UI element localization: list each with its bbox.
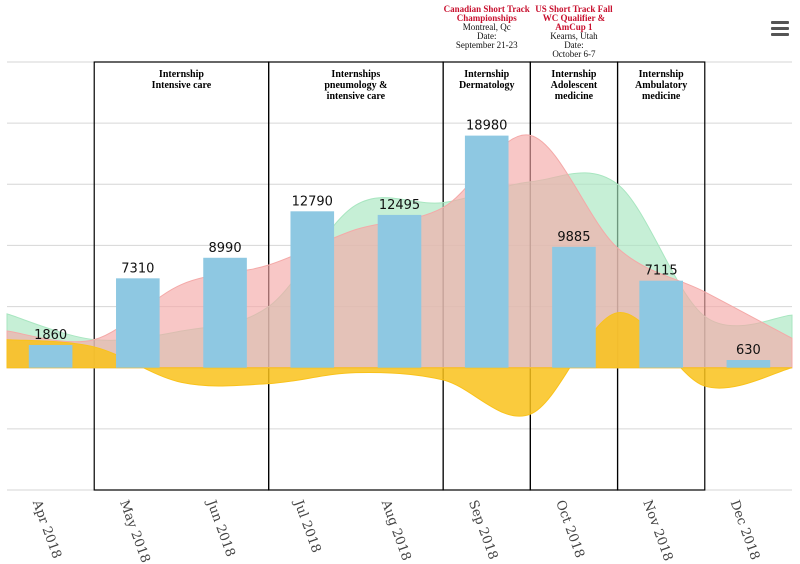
bar-apr-2018 bbox=[28, 344, 73, 368]
bar-may-2018 bbox=[116, 278, 160, 368]
band-label-line: intensive care bbox=[327, 91, 386, 102]
band-label-line: Ambulatory bbox=[635, 80, 687, 91]
annotation-sub-line: Date: bbox=[477, 31, 497, 41]
annotation-title-line: AmCup 1 bbox=[555, 22, 593, 32]
band-label-line: medicine bbox=[555, 91, 594, 102]
x-tick-label: Aug 2018 bbox=[377, 497, 413, 563]
bar-label: 8990 bbox=[209, 241, 242, 256]
bar-oct-2018 bbox=[552, 246, 596, 368]
bar-label: 9885 bbox=[557, 230, 590, 245]
x-tick-label: May 2018 bbox=[116, 498, 153, 564]
annotation-sub-1: Kearns, Utah Date: October 6-7 bbox=[550, 31, 598, 59]
annotation-title-line: US Short Track Fall bbox=[535, 4, 613, 14]
bar-dec-2018 bbox=[726, 360, 771, 368]
x-tick-label: Oct 2018 bbox=[552, 498, 587, 560]
annotation-title-line: WC Qualifier & bbox=[543, 13, 606, 23]
band-label-2: Internship Dermatology bbox=[459, 69, 515, 91]
x-tick-label: Apr 2018 bbox=[29, 497, 64, 561]
band-label-line: Internship bbox=[551, 69, 596, 80]
band-label-1: Internships pneumology & intensive care bbox=[324, 69, 387, 102]
band-label-line: Internship bbox=[639, 69, 684, 80]
event-annotations: Canadian Short Track ChampionshipsMontrea… bbox=[444, 4, 614, 59]
annotation-1: US Short Track Fall WC Qualifier & AmCup 1 bbox=[535, 4, 613, 32]
band-label-line: Dermatology bbox=[459, 80, 515, 91]
annotation-sub-line: Montreal, Qc bbox=[463, 22, 511, 32]
bar-label: 18980 bbox=[466, 119, 507, 134]
band-label-3: Internship Adolescent medicine bbox=[551, 69, 598, 102]
band-label-line: medicine bbox=[642, 91, 681, 102]
bar-label: 1860 bbox=[34, 328, 67, 343]
annotation-0: Canadian Short Track Championships bbox=[444, 4, 530, 23]
annotation-sub-line: October 6-7 bbox=[552, 49, 596, 59]
x-tick-label: Dec 2018 bbox=[727, 498, 763, 562]
bar-nov-2018 bbox=[639, 280, 683, 368]
band-label-0: Internship Intensive care bbox=[152, 69, 212, 91]
bar-aug-2018 bbox=[377, 214, 422, 368]
x-axis-tick-labels: Apr 2018 May 2018 Jun 2018 Jul 2018 Aug 2018… bbox=[29, 496, 763, 564]
annotation-sub-line: Kearns, Utah bbox=[550, 31, 598, 41]
band-label-line: Internship bbox=[159, 69, 204, 80]
bar-label: 12790 bbox=[292, 194, 333, 209]
x-tick-label: Nov 2018 bbox=[639, 498, 675, 563]
band-label-line: Internships bbox=[331, 69, 380, 80]
x-tick-label: Jun 2018 bbox=[203, 496, 238, 559]
bar-label: 7310 bbox=[121, 261, 154, 276]
annotation-sub-0: Montreal, Qc Date: September 21-23 bbox=[456, 22, 518, 50]
band-label-line: Adolescent bbox=[551, 80, 598, 91]
band-label-4: Internship Ambulatory medicine bbox=[635, 69, 687, 102]
annotation-title-line: Championships bbox=[457, 13, 518, 23]
annotation-sub-line: September 21-23 bbox=[456, 40, 518, 50]
x-tick-label: Sep 2018 bbox=[465, 498, 500, 562]
bar-label: 12495 bbox=[379, 198, 420, 213]
bar-data-labels: 1860 7310 8990 12790 12495 18980 9885 7115 630 bbox=[34, 119, 761, 358]
band-label-line: Intensive care bbox=[152, 80, 212, 91]
annotation-sub-line: Date: bbox=[564, 40, 584, 50]
bar-jun-2018 bbox=[203, 257, 247, 368]
x-tick-label: Jul 2018 bbox=[290, 496, 324, 555]
band-label-line: Internship bbox=[464, 69, 509, 80]
bar-sep-2018 bbox=[464, 135, 509, 368]
hamburger-menu-icon[interactable] bbox=[771, 21, 789, 36]
bar-label: 630 bbox=[736, 343, 761, 358]
band-label-line: pneumology & bbox=[324, 80, 387, 91]
bar-label: 7115 bbox=[645, 264, 678, 279]
bar-jul-2018 bbox=[290, 211, 335, 368]
annotation-title-line: Canadian Short Track bbox=[444, 4, 530, 14]
bar-series bbox=[28, 135, 771, 368]
